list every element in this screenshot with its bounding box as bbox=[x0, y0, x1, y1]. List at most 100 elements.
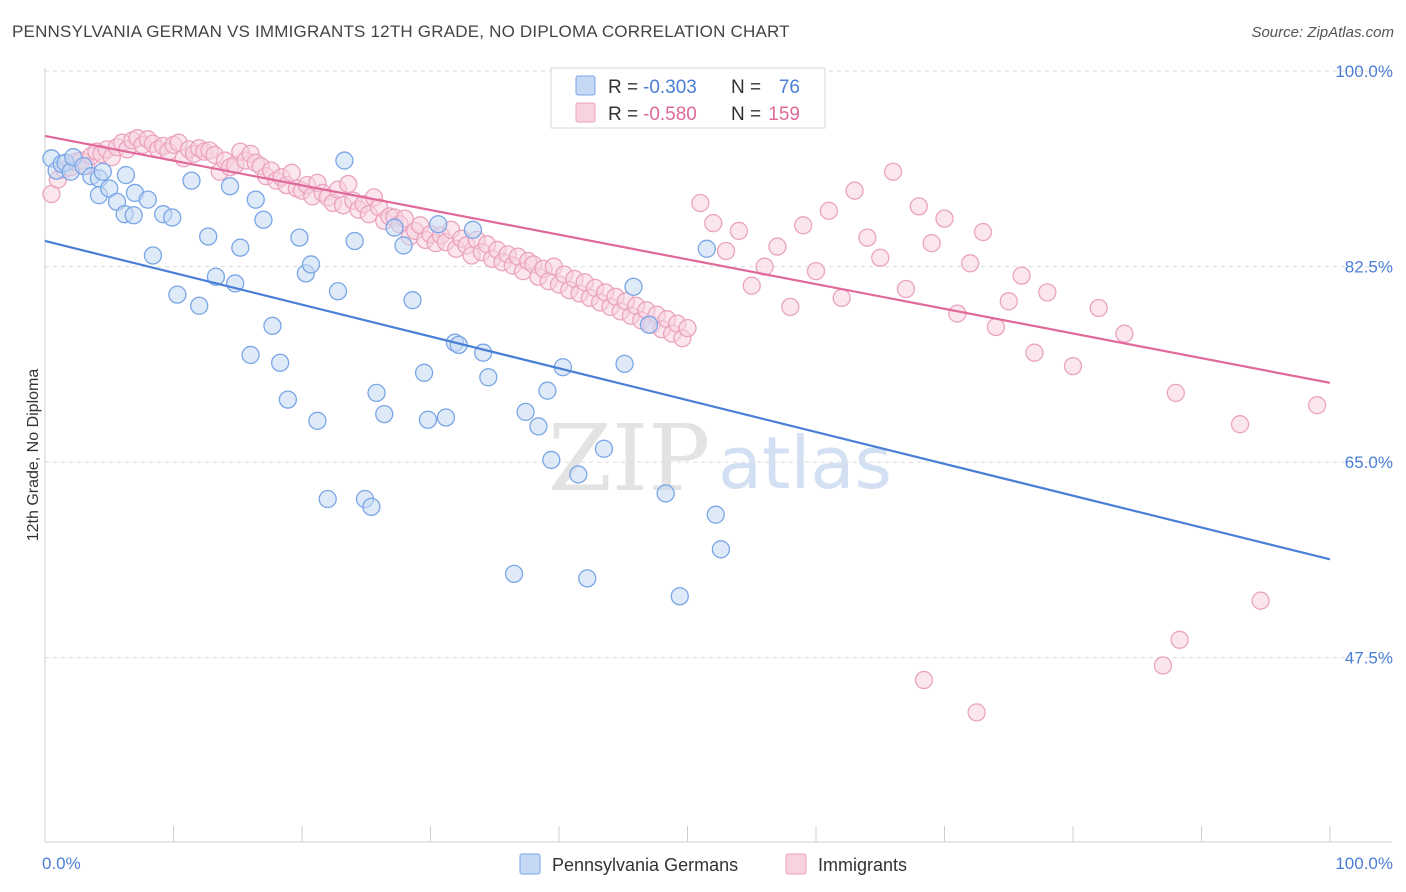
legend: Pennsylvania Germans Immigrants bbox=[519, 853, 907, 875]
pennsylvania-german-point-45 bbox=[367, 383, 386, 403]
watermark-zip: ZIP bbox=[548, 405, 710, 512]
stats-n-label-2: N = bbox=[731, 104, 761, 125]
pennsylvania-german-point-68 bbox=[615, 354, 634, 374]
pennsylvania-german-point-74 bbox=[706, 505, 725, 524]
stats-swatch-immigrants bbox=[575, 102, 596, 123]
legend-label-pennsylvania-germans: Pennsylvania Germans bbox=[552, 855, 738, 875]
immigrant-point-156 bbox=[1230, 415, 1250, 434]
pennsylvania-german-point-47 bbox=[385, 218, 404, 237]
pennsylvania-german-point-30 bbox=[254, 210, 273, 229]
immigrant-point-157 bbox=[1308, 396, 1327, 415]
immigrant-point-133 bbox=[806, 261, 826, 281]
pennsylvania-german-point-58 bbox=[479, 368, 498, 387]
pennsylvania-german-point-20 bbox=[163, 208, 182, 227]
immigrant-point-152 bbox=[1063, 356, 1083, 376]
immigrant-point-158 bbox=[1153, 656, 1173, 675]
immigrant-point-132 bbox=[794, 216, 813, 235]
immigrant-point-130 bbox=[768, 237, 787, 256]
pennsylvania-german-point-53 bbox=[436, 408, 456, 427]
immigrant-point-143 bbox=[935, 209, 954, 228]
chart-title: PENNSYLVANIA GERMAN VS IMMIGRANTS 12TH G… bbox=[12, 22, 790, 41]
pennsylvania-german-point-61 bbox=[529, 417, 548, 436]
immigrant-point-146 bbox=[973, 222, 993, 242]
y-tick-label-2: 82.5% bbox=[1345, 258, 1393, 277]
y-tick-label-0: 47.5% bbox=[1345, 649, 1393, 668]
pennsylvania-german-point-49 bbox=[403, 291, 422, 310]
pennsylvania-german-point-51 bbox=[418, 410, 438, 429]
immigrant-point-148 bbox=[999, 292, 1018, 311]
pennsylvania-german-point-42 bbox=[345, 231, 364, 251]
pennsylvania-german-point-72 bbox=[670, 587, 689, 606]
pennsylvania-german-point-23 bbox=[190, 296, 209, 315]
pennsylvania-german-point-38 bbox=[308, 411, 327, 430]
immigrant-point-151 bbox=[1038, 283, 1057, 302]
trend-line-pennsylvania-germans bbox=[44, 239, 1331, 561]
pennsylvania-german-point-32 bbox=[241, 345, 260, 365]
x-tick-labels: 0.0% 100.0% bbox=[42, 854, 1393, 873]
immigrant-point-140 bbox=[896, 279, 916, 299]
pennsylvania-german-point-37 bbox=[301, 255, 321, 274]
immigrant-point-139 bbox=[883, 162, 903, 181]
immigrant-point-57 bbox=[339, 174, 358, 194]
pennsylvania-german-point-40 bbox=[328, 282, 348, 301]
pennsylvania-german-point-59 bbox=[504, 564, 524, 584]
immigrant-point-141 bbox=[909, 197, 928, 216]
pennsylvania-german-point-60 bbox=[516, 402, 535, 422]
immigrant-point-147 bbox=[986, 317, 1006, 337]
y-axis-label: 12th Grade, No Diploma bbox=[25, 369, 42, 542]
y-tick-label-3: 100.0% bbox=[1335, 62, 1393, 81]
stats-n-value-1: 76 bbox=[779, 77, 800, 98]
immigrant-point-161 bbox=[1251, 591, 1270, 610]
pennsylvania-german-point-44 bbox=[362, 497, 381, 517]
pennsylvania-german-point-48 bbox=[394, 236, 413, 255]
pennsylvania-german-point-26 bbox=[220, 177, 240, 196]
immigrant-point-150 bbox=[1025, 343, 1044, 362]
pennsylvania-german-point-24 bbox=[199, 227, 218, 246]
pennsylvania-german-point-18 bbox=[143, 246, 163, 265]
y-tick-labels: 47.5% 65.0% 82.5% 100.0% bbox=[1335, 62, 1393, 668]
stats-r-label-2: R = bbox=[608, 104, 638, 125]
immigrant-point-155 bbox=[1166, 383, 1185, 403]
pennsylvania-german-point-9 bbox=[93, 162, 112, 181]
pennsylvania-german-point-28 bbox=[231, 238, 250, 257]
pennsylvania-german-point-46 bbox=[375, 404, 394, 424]
immigrant-point-149 bbox=[1012, 266, 1031, 285]
x-tick-label-1: 100.0% bbox=[1335, 854, 1393, 873]
immigrant-point-144 bbox=[948, 304, 967, 323]
immigrant-point-160 bbox=[914, 670, 934, 690]
pennsylvania-german-point-39 bbox=[318, 489, 337, 509]
pennsylvania-german-point-73 bbox=[697, 239, 716, 258]
immigrant-point-154 bbox=[1115, 324, 1134, 343]
immigrant-point-134 bbox=[819, 201, 838, 220]
immigrant-point-131 bbox=[781, 297, 800, 317]
immigrant-point-137 bbox=[858, 228, 877, 247]
pennsylvania-german-point-35 bbox=[290, 228, 309, 247]
immigrant-point-138 bbox=[871, 248, 890, 267]
pennsylvania-german-point-62 bbox=[538, 381, 557, 400]
immigrant-point-162 bbox=[1170, 630, 1189, 649]
legend-label-immigrants: Immigrants bbox=[818, 855, 907, 875]
pennsylvania-german-point-21 bbox=[168, 285, 187, 304]
immigrant-point-123 bbox=[678, 318, 697, 338]
pennsylvania-german-point-41 bbox=[335, 151, 354, 170]
stats-swatch-pennsylvania-germans bbox=[575, 75, 596, 96]
pennsylvania-german-point-50 bbox=[414, 363, 434, 382]
immigrant-point-127 bbox=[729, 221, 749, 241]
pennsylvania-german-point-67 bbox=[594, 439, 614, 458]
source-attribution: Source: ZipAtlas.com bbox=[1251, 24, 1394, 41]
axes bbox=[44, 68, 1392, 843]
legend-swatch-immigrants bbox=[785, 853, 807, 875]
stats-r-value-2: -0.580 bbox=[643, 104, 697, 125]
y-tick-label-1: 65.0% bbox=[1345, 453, 1393, 472]
watermark: ZIP atlas bbox=[548, 405, 892, 512]
pennsylvania-german-point-33 bbox=[271, 353, 290, 372]
pennsylvania-german-point-25 bbox=[206, 267, 226, 286]
legend-swatch-pennsylvania-germans bbox=[519, 853, 541, 875]
pennsylvania-german-point-71 bbox=[656, 484, 675, 503]
pennsylvania-german-point-63 bbox=[542, 450, 561, 470]
immigrant-point-125 bbox=[704, 213, 723, 233]
immigrant-point-135 bbox=[832, 288, 851, 308]
pennsylvania-german-point-65 bbox=[569, 465, 588, 484]
stats-n-value-2: 159 bbox=[768, 104, 800, 125]
